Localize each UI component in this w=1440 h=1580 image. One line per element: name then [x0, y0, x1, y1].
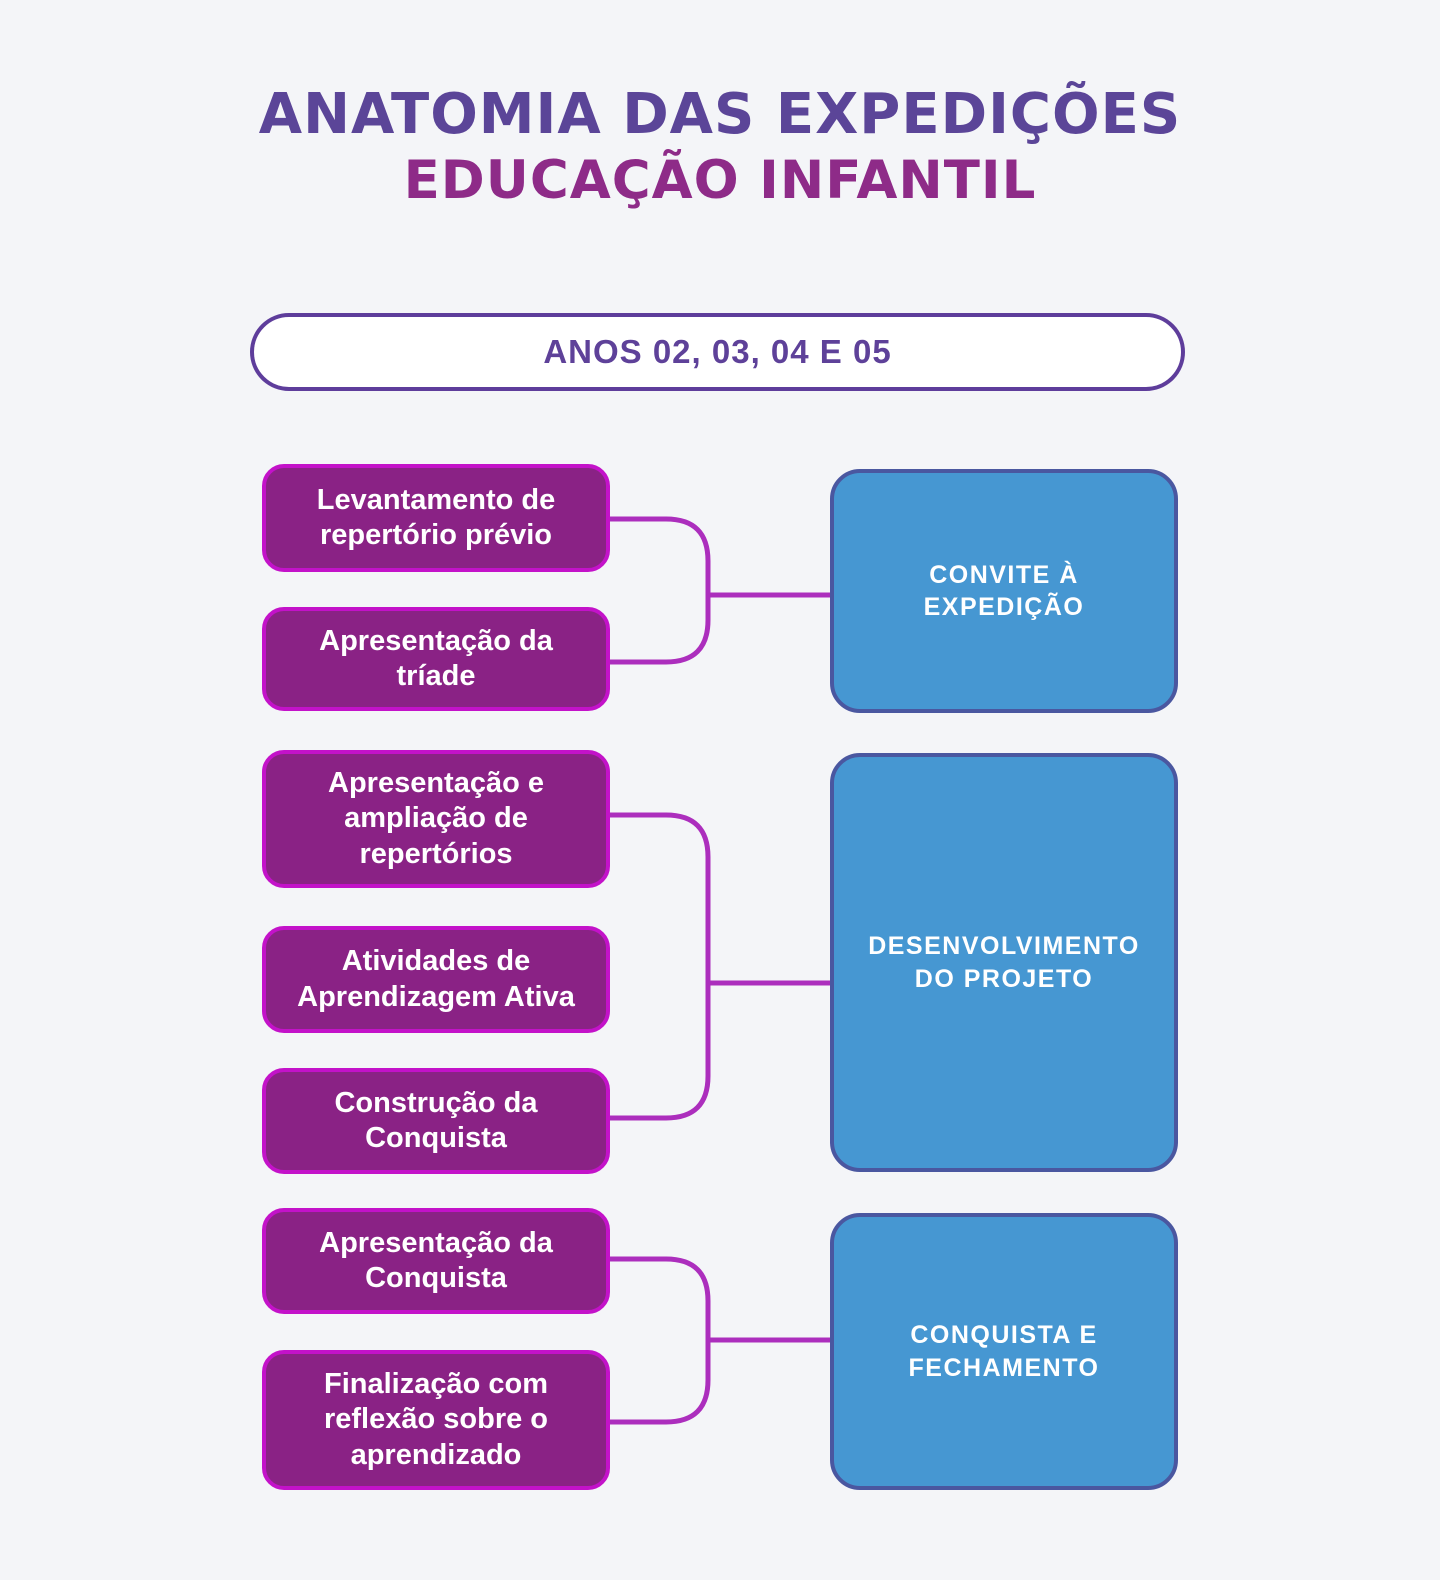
connector-group-1-bracket	[606, 516, 711, 665]
step-label: Atividades de Aprendizagem Ativa	[297, 945, 575, 1013]
stage-box-desenvolvimento-projeto: DESENVOLVIMENTO DO PROJETO	[830, 753, 1178, 1172]
step-box-finalizacao-reflexao: Finalização com reflexão sobre o aprendi…	[262, 1350, 610, 1490]
stage-label: DESENVOLVIMENTO DO PROJETO	[868, 932, 1140, 993]
step-box-levantamento-repertorio: Levantamento de repertório prévio	[262, 464, 610, 572]
step-box-apresentacao-triade: Apresentação da tríade	[262, 607, 610, 711]
years-pill-label: ANOS 02, 03, 04 E 05	[543, 333, 892, 370]
years-pill: ANOS 02, 03, 04 E 05	[250, 313, 1185, 391]
step-label: Levantamento de repertório prévio	[316, 483, 556, 551]
step-box-construcao-conquista: Construção da Conquista	[262, 1068, 610, 1174]
connector-group-2-bracket	[610, 812, 711, 1121]
stage-label: CONQUISTA E FECHAMENTO	[908, 1321, 1100, 1382]
step-label: Apresentação da Conquista	[319, 1226, 553, 1294]
step-label: Construção da Conquista	[334, 1086, 538, 1154]
step-box-aprendizagem-ativa: Atividades de Aprendizagem Ativa	[262, 926, 610, 1033]
page-subtitle: EDUCAÇÃO INFANTIL	[403, 150, 1037, 211]
step-label: Apresentação da tríade	[319, 624, 553, 692]
page-title: ANATOMIA DAS EXPEDIÇÕES	[258, 82, 1182, 147]
stage-box-convite-expedicao: CONVITE À EXPEDIÇÃO	[830, 469, 1178, 713]
step-label: Apresentação e ampliação de repertórios	[328, 766, 544, 870]
stage-label: CONVITE À EXPEDIÇÃO	[923, 560, 1085, 622]
step-box-apresentacao-conquista: Apresentação da Conquista	[262, 1208, 610, 1314]
stage-box-conquista-fechamento: CONQUISTA E FECHAMENTO	[830, 1213, 1178, 1490]
connector-group-3-bracket	[608, 1256, 711, 1425]
step-label: Finalização com reflexão sobre o aprendi…	[323, 1367, 549, 1471]
step-box-ampliacao-repertorios: Apresentação e ampliação de repertórios	[262, 750, 610, 888]
